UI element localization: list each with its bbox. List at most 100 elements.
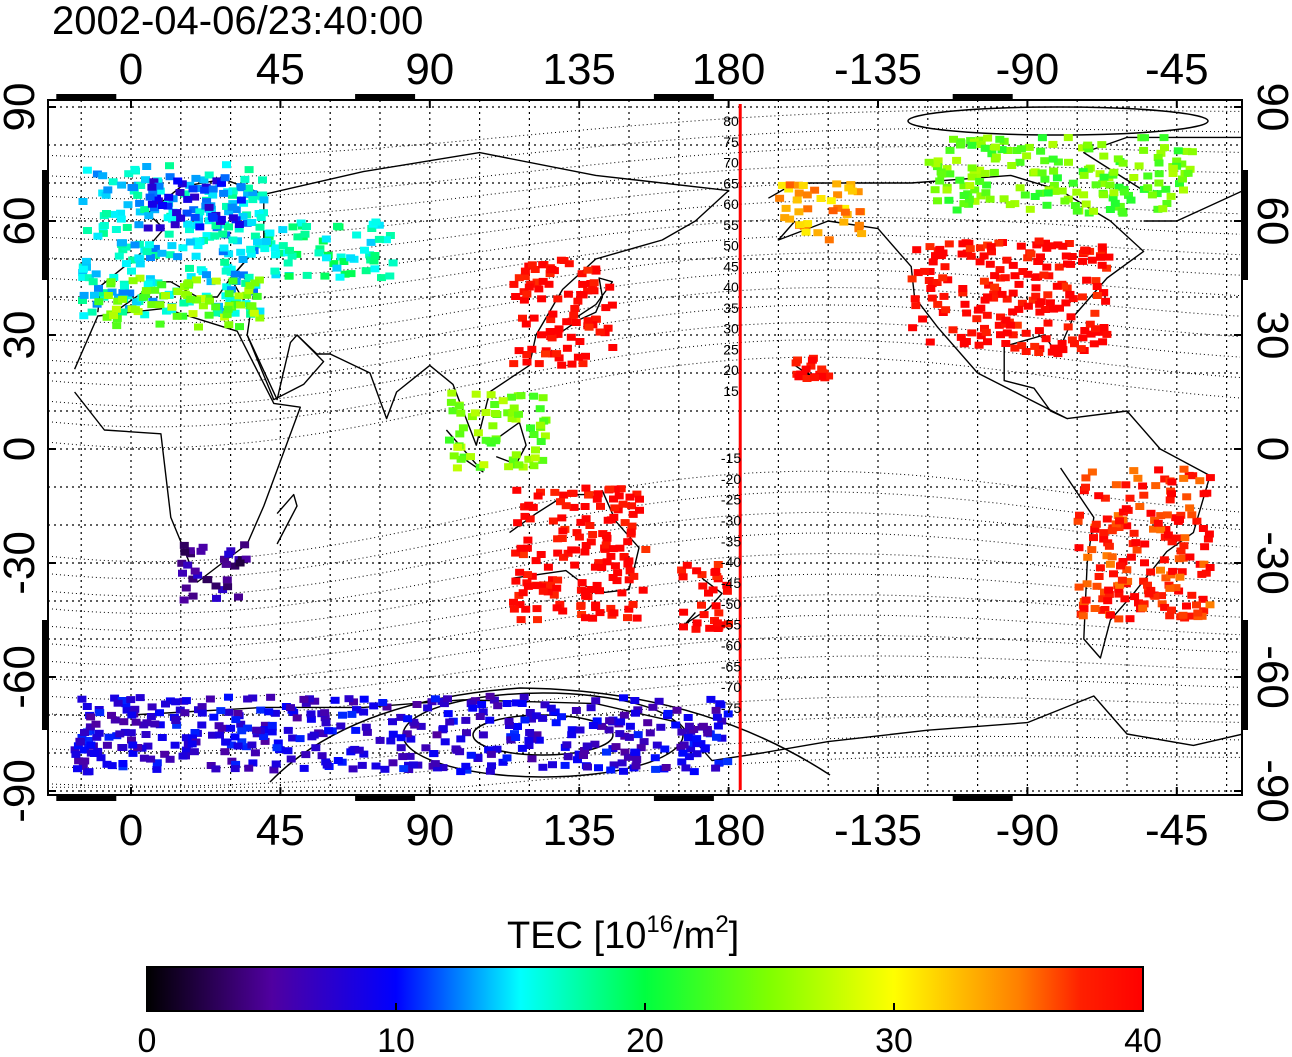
tec-cell (130, 705, 140, 713)
tec-cell (1010, 272, 1020, 280)
tec-cell (1192, 601, 1201, 609)
tec-cell (322, 761, 332, 769)
tec-cell (509, 360, 519, 368)
tec-cell (197, 721, 207, 729)
tec-cell (650, 754, 660, 762)
tec-cell (1122, 522, 1132, 530)
tec-cell (1187, 612, 1196, 620)
tec-cell (990, 283, 1000, 291)
tec-cell (371, 218, 381, 226)
tec-cell (961, 338, 971, 345)
tec-cell (639, 738, 649, 746)
tec-cell (118, 289, 128, 297)
tec-cell (534, 736, 544, 744)
tec-cell (520, 273, 530, 281)
tec-cell (531, 557, 541, 565)
tec-cell (692, 735, 702, 743)
tec-cell (549, 591, 559, 599)
tec-cell (1059, 282, 1068, 290)
tec-cell (212, 309, 222, 317)
tec-cell (321, 719, 331, 727)
tec-cell (333, 757, 343, 764)
tec-cell (572, 529, 582, 537)
tec-cell (485, 767, 495, 775)
tec-cell (248, 196, 258, 204)
tec-cell (222, 283, 232, 291)
tec-cell (983, 338, 992, 346)
tec-cell (631, 709, 640, 717)
tec-cell (249, 288, 258, 296)
tec-cell (1139, 600, 1149, 608)
tec-cell (202, 232, 212, 240)
lat-label-right: 90 (1248, 83, 1292, 132)
tec-cell (197, 703, 207, 711)
tec-cell (199, 176, 209, 184)
tec-cell (150, 720, 160, 728)
tec-cell (623, 560, 633, 568)
tec-cell (577, 270, 587, 278)
tec-cell (152, 759, 162, 767)
tec-cell (489, 696, 499, 704)
tec-cell (1097, 243, 1107, 251)
tec-cell (222, 202, 231, 210)
tec-cell (224, 290, 234, 298)
tec-cell (128, 749, 138, 757)
tec-cell (538, 587, 548, 595)
tec-cell (188, 734, 197, 742)
tec-cell (486, 391, 496, 399)
tec-cell (570, 305, 580, 312)
tec-cell (524, 283, 534, 291)
tec-cell (803, 220, 813, 228)
tec-cell (259, 196, 269, 204)
tec-region-north-america (907, 237, 1114, 358)
tec-cell (1153, 205, 1163, 213)
tec-cell (155, 187, 165, 195)
tec-cell (283, 747, 293, 755)
tec-cell (271, 251, 280, 259)
tec-cell (1198, 525, 1208, 532)
tec-cell (230, 733, 240, 741)
tec-cell (267, 728, 277, 736)
tec-region-south-america (1073, 465, 1215, 623)
tec-cell (952, 206, 962, 214)
tec-cell (211, 277, 221, 285)
tec-cell (617, 589, 627, 597)
tec-cell (233, 710, 243, 717)
tec-cell (439, 700, 449, 708)
tec-cell (562, 741, 572, 749)
tec-cell (1089, 534, 1098, 542)
tec-cell (1016, 242, 1026, 250)
tec-cell (94, 284, 103, 292)
tec-cell (573, 297, 583, 305)
tec-cell (1028, 296, 1038, 304)
tec-cell (1149, 525, 1158, 533)
tec-cell (955, 176, 965, 184)
tec-cell (625, 722, 635, 730)
tec-cell (305, 695, 314, 703)
tec-cell (1042, 201, 1052, 209)
tec-cell (513, 519, 523, 527)
coastline (246, 334, 325, 401)
tec-cell (462, 766, 472, 774)
tec-cell (150, 244, 160, 252)
tec-cell (717, 734, 727, 742)
tec-cell (705, 624, 715, 632)
tec-cell (628, 510, 638, 518)
tec-cell (559, 553, 568, 561)
tec-cell (243, 695, 253, 703)
tec-cell (361, 723, 371, 731)
tec-cell (683, 714, 693, 721)
tec-cell (144, 212, 154, 220)
tec-cell (1047, 348, 1057, 356)
tec-cell (529, 431, 539, 438)
tec-cell (108, 210, 118, 218)
tec-cell (794, 208, 804, 216)
tec-cell (1023, 302, 1033, 310)
tec-cell (588, 531, 598, 538)
tec-cell (369, 257, 379, 265)
tec-cell (995, 266, 1005, 274)
tec-cell (287, 252, 297, 260)
tec-cell (543, 588, 553, 596)
tec-cell (223, 263, 233, 271)
tec-cell (78, 297, 87, 304)
